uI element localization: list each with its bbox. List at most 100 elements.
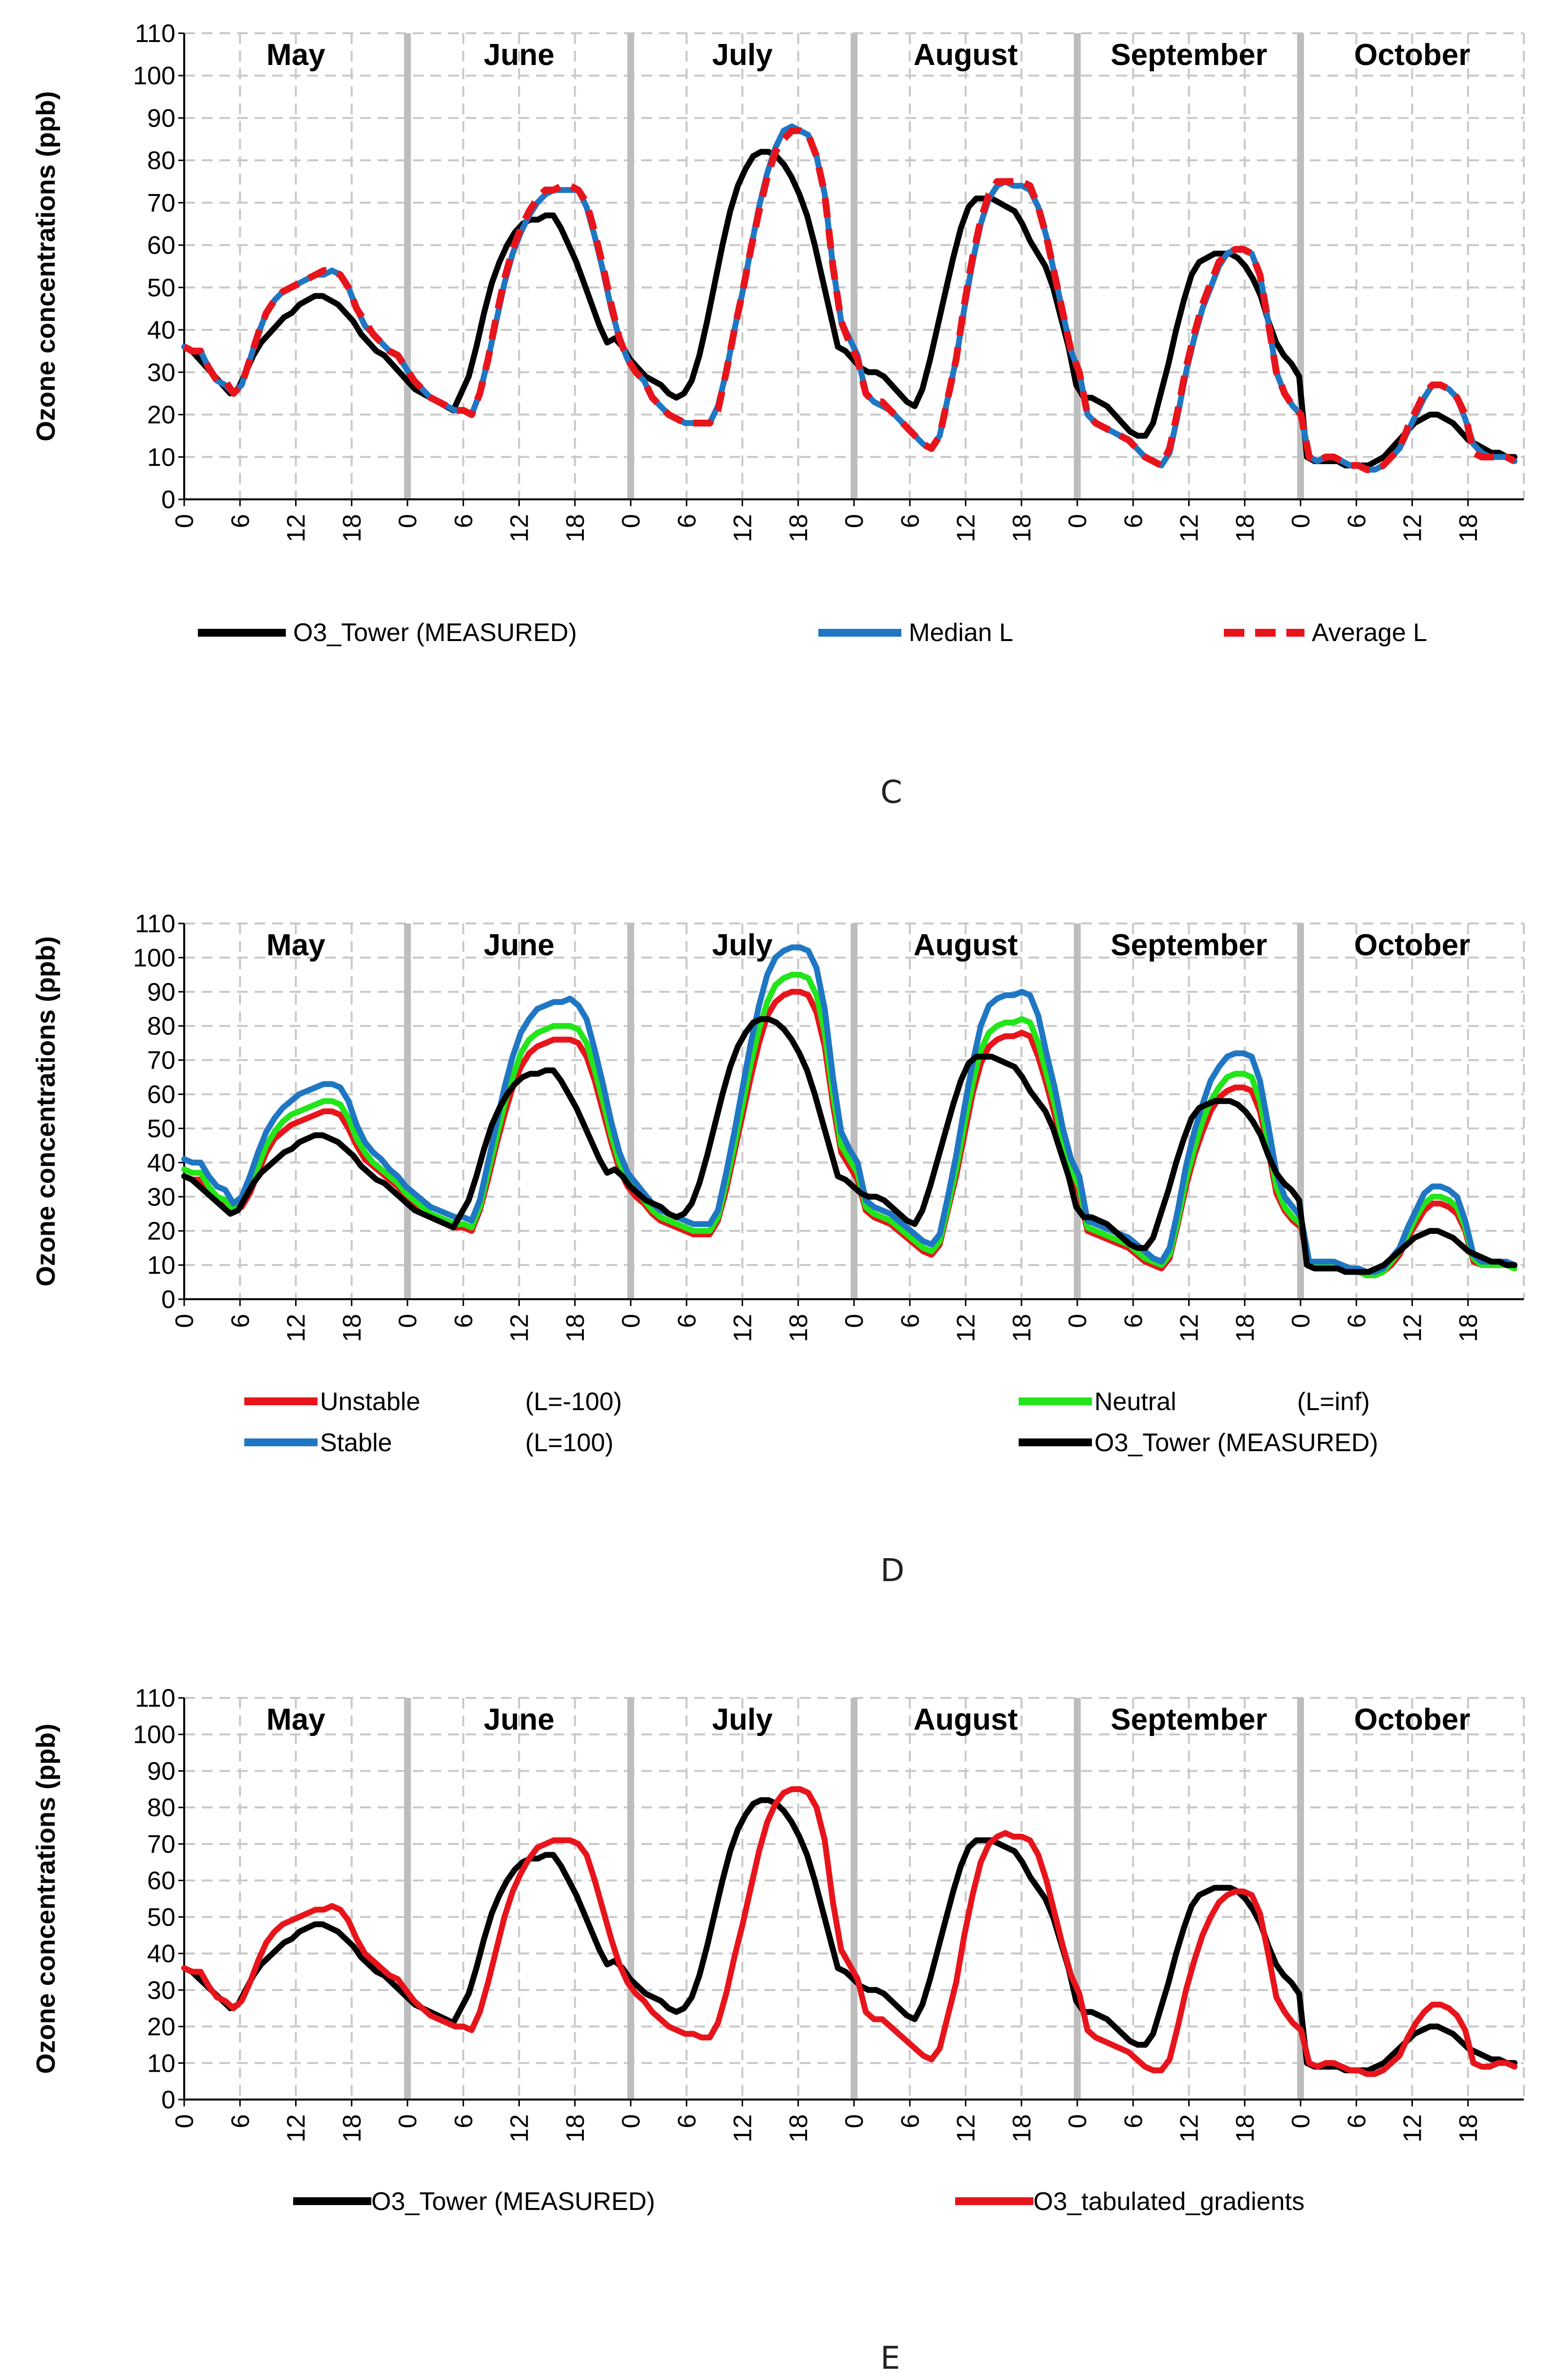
x-tick-label: 12: [1399, 2114, 1427, 2143]
y-tick-label: 110: [135, 910, 175, 938]
x-tick-label: 18: [561, 2114, 590, 2143]
series-line-stable: [181, 944, 1517, 1275]
x-tick-label: 0: [1287, 514, 1315, 528]
x-tick-label: 12: [952, 1314, 981, 1342]
y-tick-label: 10: [147, 2049, 175, 2078]
x-tick-label: 18: [785, 1314, 813, 1342]
y-tick-label: 60: [147, 1867, 175, 1895]
x-tick-label: 0: [617, 2114, 645, 2128]
x-tick-label: 18: [1008, 1314, 1036, 1342]
month-label: September: [1111, 1703, 1267, 1737]
y-tick-label: 90: [147, 1757, 175, 1785]
x-tick-label: 18: [1008, 2114, 1036, 2143]
x-tick-label: 18: [338, 514, 366, 542]
x-tick-label: 12: [282, 2114, 311, 2143]
y-tick-label: 0: [161, 486, 175, 514]
x-tick-label: 6: [1119, 1314, 1148, 1328]
x-tick-label: 12: [1175, 514, 1204, 542]
x-tick-label: 12: [1399, 1314, 1427, 1342]
month-label: August: [914, 928, 1018, 962]
x-tick-label: 6: [1119, 2114, 1148, 2128]
x-tick-label: 18: [338, 1314, 366, 1342]
x-tick-label: 6: [226, 1314, 255, 1328]
x-tick-label: 6: [449, 2114, 478, 2128]
month-label: May: [266, 1703, 325, 1737]
x-tick-label: 6: [673, 1314, 701, 1328]
series-line-o3-tabulated-gradients: [181, 1786, 1517, 2077]
x-tick-label: 12: [506, 1314, 534, 1342]
y-axis-title: Ozone concentrations (ppb): [31, 91, 61, 441]
x-tick-label: 6: [673, 514, 701, 528]
x-tick-label: 6: [226, 514, 255, 528]
x-tick-label: 0: [394, 2114, 422, 2128]
x-tick-label: 6: [896, 514, 924, 528]
series-line-o3-tower-measured-: [181, 1016, 1517, 1275]
month-label: July: [712, 928, 773, 962]
x-tick-label: 0: [840, 514, 869, 528]
x-tick-label: 0: [171, 1314, 199, 1328]
panel-letter-c: C: [880, 774, 902, 811]
y-tick-label: 100: [133, 62, 175, 90]
x-tick-label: 12: [729, 1314, 757, 1342]
x-tick-label: 6: [896, 1314, 924, 1328]
y-tick-label: 70: [147, 189, 175, 217]
x-tick-label: 0: [394, 514, 422, 528]
y-tick-label: 80: [147, 1012, 175, 1041]
x-tick-label: 0: [617, 514, 645, 528]
series-line-neutral: [181, 971, 1517, 1279]
y-tick-label: 50: [147, 1115, 175, 1143]
x-tick-label: 6: [673, 2114, 701, 2128]
x-tick-label: 12: [1175, 1314, 1204, 1342]
x-tick-label: 0: [840, 2114, 869, 2128]
y-tick-label: 40: [147, 316, 175, 344]
y-tick-label: 110: [135, 20, 175, 48]
y-tick-label: 70: [147, 1047, 175, 1075]
x-tick-label: 12: [1175, 2114, 1204, 2143]
y-tick-label: 20: [147, 1217, 175, 1245]
x-tick-label: 18: [338, 2114, 366, 2143]
x-tick-label: 0: [1287, 1314, 1315, 1328]
month-label: October: [1354, 928, 1471, 962]
panel-letter-d: D: [880, 1553, 905, 1589]
x-tick-label: 12: [729, 514, 757, 542]
y-tick-label: 10: [147, 443, 175, 472]
y-tick-label: 60: [147, 232, 175, 260]
y-tick-label: 30: [147, 1183, 175, 1211]
x-tick-label: 6: [896, 2114, 924, 2128]
x-tick-label: 12: [282, 514, 311, 542]
x-tick-label: 12: [506, 514, 534, 542]
x-tick-label: 6: [1343, 2114, 1371, 2128]
x-tick-label: 0: [840, 1314, 869, 1328]
y-tick-label: 0: [161, 1286, 175, 1314]
x-tick-label: 6: [226, 2114, 255, 2128]
y-tick-label: 30: [147, 1976, 175, 2005]
x-tick-label: 12: [506, 2114, 534, 2143]
month-label: October: [1354, 38, 1471, 72]
x-tick-label: 18: [1231, 1314, 1260, 1342]
y-tick-label: 60: [147, 1081, 175, 1109]
x-tick-label: 18: [561, 1314, 590, 1342]
x-tick-label: 0: [617, 1314, 645, 1328]
x-tick-label: 0: [1064, 1314, 1092, 1328]
month-label: July: [712, 38, 773, 72]
x-tick-label: 12: [282, 1314, 311, 1342]
y-tick-label: 0: [161, 2086, 175, 2114]
y-tick-label: 40: [147, 1149, 175, 1177]
month-label: August: [914, 38, 1018, 72]
y-tick-label: 80: [147, 147, 175, 175]
x-tick-label: 12: [952, 514, 981, 542]
x-tick-label: 18: [785, 514, 813, 542]
x-tick-label: 0: [1287, 2114, 1315, 2128]
x-tick-label: 12: [729, 2114, 757, 2143]
x-tick-label: 18: [1231, 514, 1260, 542]
y-tick-label: 20: [147, 2013, 175, 2041]
month-label: September: [1111, 928, 1267, 962]
y-axis-title: Ozone concentrations (ppb): [31, 936, 61, 1286]
x-tick-label: 0: [394, 1314, 422, 1328]
y-tick-label: 50: [147, 274, 175, 302]
x-tick-label: 6: [1343, 1314, 1371, 1328]
series-line-o3-tower-measured-: [181, 1797, 1517, 2074]
